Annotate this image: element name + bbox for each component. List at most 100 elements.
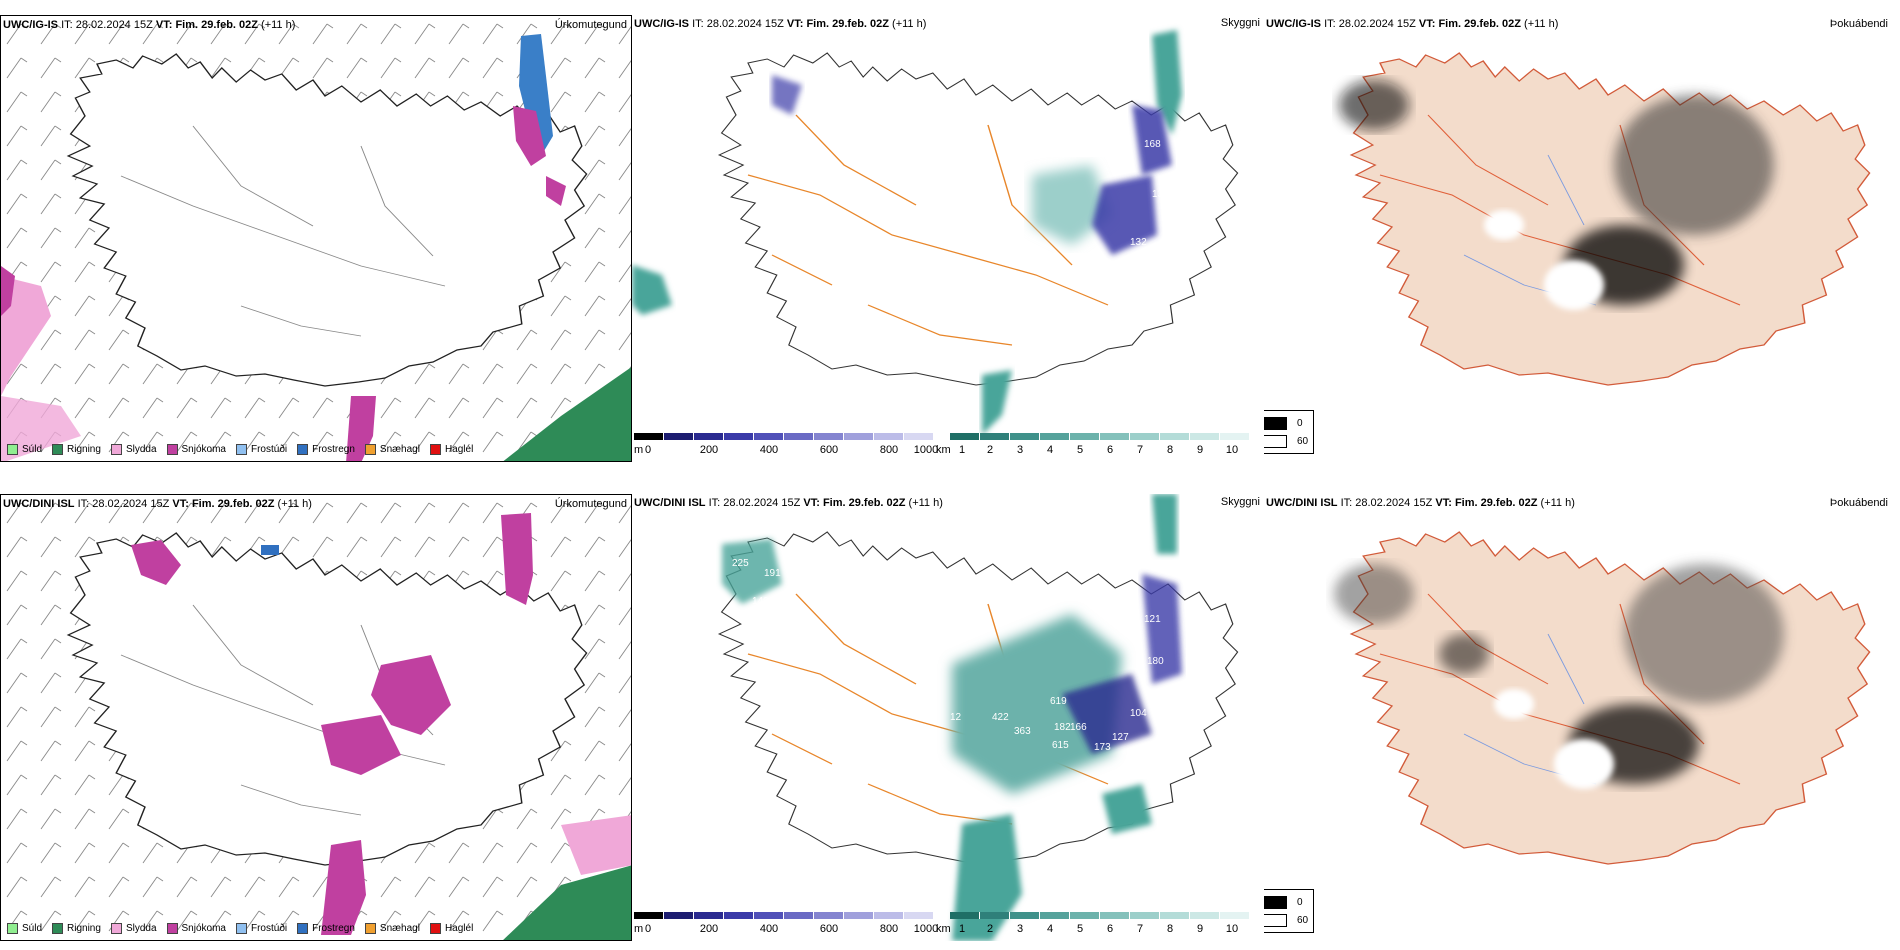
legend-item: Frostúði <box>235 923 287 934</box>
legend-label: Snjókoma <box>181 923 226 934</box>
tick-label: 10 <box>1225 444 1239 456</box>
tick-label: 1 <box>958 444 966 456</box>
vis-number: 173 <box>1094 742 1111 753</box>
vis-number: 182 <box>1054 722 1071 733</box>
vis-number: 121 <box>1144 614 1161 625</box>
tick-label: 800 <box>879 444 899 456</box>
legend-label: Snæhagl <box>379 923 420 934</box>
visibility-panel-bottom: UWC/DINI ISL IT: 28.02.2024 15Z VT: Fim.… <box>632 494 1264 941</box>
vis-number: 166 <box>1070 722 1087 733</box>
fog-legend: 0 60 <box>1264 889 1314 933</box>
visibility-m-ticks: m 0 200 400 600 800 1000 <box>634 923 938 935</box>
colorbar-segment <box>1100 912 1130 919</box>
legend-item: Frostregn <box>297 444 355 455</box>
visibility-km-ticks: km 1 2 3 4 5 6 7 8 9 10 <box>936 444 1250 456</box>
tick-label: 3 <box>1016 923 1024 935</box>
colorbar-segment <box>664 912 694 919</box>
vis-number: 363 <box>1014 726 1031 737</box>
colorbar-segment <box>694 912 724 919</box>
colorbar-segment <box>754 912 784 919</box>
tick-label: 5 <box>1076 444 1084 456</box>
tick-label: 4 <box>1046 923 1054 935</box>
legend-item: Haglél <box>429 444 474 455</box>
legend-swatch <box>166 923 178 934</box>
legend-item: Snæhagl <box>364 444 420 455</box>
legend-label: Rigning <box>67 444 101 455</box>
tick-label: 1000 <box>913 444 939 456</box>
tick-label: 5 <box>1076 923 1084 935</box>
tick-label: 200 <box>699 444 719 456</box>
panel-title: UWC/IG-IS IT: 28.02.2024 15Z VT: Fim. 29… <box>634 18 927 30</box>
colorbar-segment <box>1130 433 1160 440</box>
legend-swatch <box>7 444 18 455</box>
legend-swatch <box>429 444 441 455</box>
legend-label: Slydda <box>125 444 157 455</box>
fog-map <box>1339 52 1871 386</box>
colorbar-segment <box>844 912 874 919</box>
tick-label: 0 <box>644 444 652 456</box>
panel-label: Skyggni <box>1220 17 1260 29</box>
panel-title: UWC/IG-IS IT: 28.02.2024 15Z VT: Fim. 29… <box>3 19 296 31</box>
colorbar-segment <box>874 433 904 440</box>
colorbar-segment <box>1070 433 1100 440</box>
legend-swatch <box>7 923 18 934</box>
legend-item: Haglél <box>429 923 473 934</box>
legend-label: Frostregn <box>312 923 355 934</box>
legend-label: Frostúði <box>250 444 288 455</box>
colorbar-segment <box>1040 912 1070 919</box>
legend-label: Snjókoma <box>181 444 226 455</box>
panel-title: UWC/DINI ISL IT: 28.02.2024 15Z VT: Fim.… <box>3 498 312 510</box>
visibility-km-ticks: km 1 2 3 4 5 6 7 8 9 10 <box>936 923 1250 935</box>
precip-map <box>1 495 631 940</box>
colorbar-segment <box>980 912 1010 919</box>
colorbar-segment <box>664 433 694 440</box>
legend-swatch <box>52 444 64 455</box>
colorbar-segment <box>814 912 844 919</box>
legend-label: Slydda <box>125 923 157 934</box>
colorbar-segment <box>754 433 784 440</box>
legend-swatch <box>1264 417 1287 430</box>
visibility-map: 225 191 149 121 180 619 422 363 182 166 … <box>718 494 1239 941</box>
unit-label: m <box>634 444 644 456</box>
vis-number: 149 <box>752 596 769 607</box>
legend-label: Haglél <box>444 444 474 455</box>
colorbar-segment <box>904 433 934 440</box>
legend-item: Súld <box>7 923 42 934</box>
colorbar-segment <box>874 912 904 919</box>
legend-swatch <box>52 923 64 934</box>
legend-label: Rigning <box>67 923 101 934</box>
legend-item: Snjókoma <box>166 923 226 934</box>
visibility-km-colorbar <box>950 433 1250 440</box>
fog-legend: 0 60 <box>1264 410 1314 454</box>
panel-label: Þokuábendi <box>1829 18 1888 30</box>
colorbar-segment <box>1130 912 1160 919</box>
colorbar-segment <box>844 433 874 440</box>
legend-swatch <box>235 923 247 934</box>
panel-title: UWC/DINI ISL IT: 28.02.2024 15Z VT: Fim.… <box>634 497 943 509</box>
vis-number: 127 <box>1112 732 1129 743</box>
vis-number: 104 <box>1130 708 1147 719</box>
legend-swatch <box>297 923 309 934</box>
panel-label: Úrkomutegund <box>554 498 627 510</box>
legend-label: Snæhagl <box>379 444 420 455</box>
legend-item: Frostregn <box>297 923 355 934</box>
vis-number: 132 <box>1152 189 1169 200</box>
tick-label: 4 <box>1046 444 1054 456</box>
colorbar-segment <box>1160 433 1190 440</box>
tick-label: 2 <box>986 923 994 935</box>
colorbar-segment <box>950 912 980 919</box>
unit-label: m <box>634 923 644 935</box>
legend-item: Slydda <box>110 923 157 934</box>
legend-swatch <box>110 444 122 455</box>
legend-swatch <box>364 923 376 934</box>
tick-label: 10 <box>1225 923 1239 935</box>
colorbar-segment <box>950 433 980 440</box>
visibility-km-colorbar <box>950 912 1250 919</box>
vis-number: 137 <box>1170 189 1187 200</box>
legend-value: 0 <box>1297 418 1303 429</box>
legend-item: Frostúði <box>235 444 288 455</box>
panel-label: Skyggni <box>1220 496 1260 508</box>
legend-item: Snjókoma <box>166 444 226 455</box>
fog-panel-bottom: UWC/DINI ISL IT: 28.02.2024 15Z VT: Fim.… <box>1264 494 1900 941</box>
tick-label: 400 <box>759 444 779 456</box>
